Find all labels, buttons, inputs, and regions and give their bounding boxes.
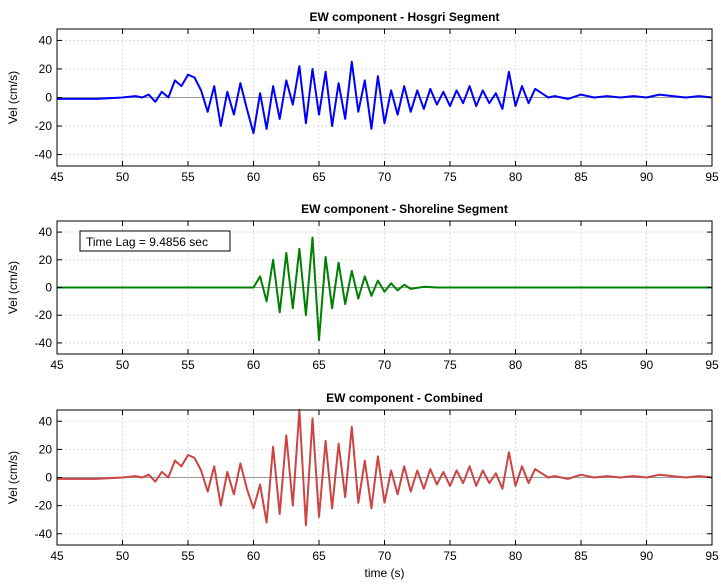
y-tick-label: -20 [35, 119, 53, 133]
x-tick-label: 55 [181, 358, 195, 372]
y-tick-label: -40 [35, 148, 53, 162]
annotation-text: Time Lag = 9.4856 sec [86, 235, 208, 249]
y-tick-label: 20 [39, 253, 53, 267]
x-tick-label: 70 [378, 170, 392, 184]
y-tick-label: 0 [45, 471, 52, 485]
x-tick-label: 95 [705, 549, 719, 563]
y-tick-label: -20 [35, 308, 53, 322]
x-tick-label: 65 [312, 549, 326, 563]
y-axis-label: Vel (cm/s) [6, 261, 20, 314]
x-tick-label: 45 [50, 358, 64, 372]
x-tick-label: 75 [443, 549, 457, 563]
y-tick-label: 40 [39, 33, 53, 47]
x-tick-label: 85 [574, 170, 588, 184]
annotation-box [79, 230, 231, 252]
x-tick-label: 60 [247, 170, 261, 184]
x-tick-label: 80 [509, 170, 523, 184]
chart-panel-3: 45 50 55 60 65 70 75 80 85 90 95 -40 -20 0 20 40 EW comp… [6, 391, 719, 580]
series-line [57, 60, 713, 135]
chart-title: EW component - Hosgri Segment [309, 10, 499, 24]
x-tick-label: 75 [443, 358, 457, 372]
x-tick-label: 65 [312, 170, 326, 184]
x-tick-label: 60 [247, 358, 261, 372]
x-tick-label: 75 [443, 170, 457, 184]
y-axis-label: Vel (cm/s) [6, 451, 20, 504]
y-tick-label: 20 [39, 62, 53, 76]
x-tick-label: 90 [640, 170, 654, 184]
chart-panel-1: 45 50 55 60 65 70 75 80 85 90 95 -40 -20 0 20 40 EW comp… [6, 10, 719, 184]
x-tick-label: 65 [312, 358, 326, 372]
x-axis-label: time (s) [365, 566, 405, 580]
x-tick-label: 50 [116, 358, 130, 372]
x-tick-label: 55 [181, 170, 195, 184]
x-tick-label: 85 [574, 358, 588, 372]
x-tick-label: 60 [247, 549, 261, 563]
y-tick-label: 0 [45, 91, 52, 105]
chart-title: EW component - Combined [326, 391, 483, 405]
x-tick-label: 90 [640, 549, 654, 563]
x-tick-label: 50 [116, 170, 130, 184]
x-tick-label: 50 [116, 549, 130, 563]
x-tick-label: 80 [509, 549, 523, 563]
series-line [57, 236, 712, 342]
y-tick-label: -40 [35, 527, 53, 541]
x-tick-label: 55 [181, 549, 195, 563]
x-tick-label: 45 [50, 170, 64, 184]
x-tick-label: 45 [50, 549, 64, 563]
x-tick-label: 70 [378, 358, 392, 372]
y-tick-label: 40 [39, 414, 53, 428]
x-tick-label: 85 [574, 549, 588, 563]
x-tick-label: 70 [378, 549, 392, 563]
x-tick-label: 80 [509, 358, 523, 372]
y-tick-label: -20 [35, 499, 53, 513]
x-tick-label: 95 [705, 170, 719, 184]
x-tick-label: 95 [705, 358, 719, 372]
chart-title: EW component - Shoreline Segment [301, 202, 508, 216]
chart-panel-2: 45 50 55 60 65 70 75 80 85 90 95 -40 -20 0 20 40 EW comp… [6, 202, 719, 372]
y-tick-label: -40 [35, 336, 53, 350]
x-tick-label: 90 [640, 358, 654, 372]
y-tick-label: 0 [45, 281, 52, 295]
y-tick-label: 20 [39, 442, 53, 456]
series-line [57, 409, 713, 527]
y-tick-label: 40 [39, 225, 53, 239]
y-axis-label: Vel (cm/s) [6, 71, 20, 124]
